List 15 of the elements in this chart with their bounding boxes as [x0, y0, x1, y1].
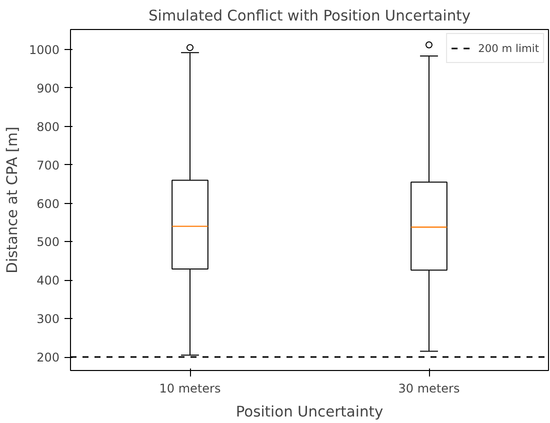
y-tick-label: 800 — [36, 120, 60, 134]
y-axis-title: Distance at CPA [m] — [4, 126, 21, 274]
y-tick-label: 400 — [36, 274, 60, 288]
chart-title: Simulated Conflict with Position Uncertainty — [148, 8, 471, 24]
legend-label: 200 m limit — [478, 42, 539, 54]
y-tick-label: 600 — [36, 196, 60, 211]
y-tick-label: 1000 — [28, 42, 60, 57]
x-tick-label: 30 meters — [398, 382, 460, 396]
y-tick-label: 900 — [36, 81, 60, 96]
y-tick-label: 700 — [36, 158, 60, 172]
x-axis-title: Position Uncertainty — [236, 404, 384, 420]
y-tick-label: 500 — [36, 235, 60, 250]
y-tick-label: 200 — [36, 350, 60, 365]
y-tick-label: 300 — [36, 312, 60, 326]
x-tick-label: 10 meters — [159, 382, 221, 396]
